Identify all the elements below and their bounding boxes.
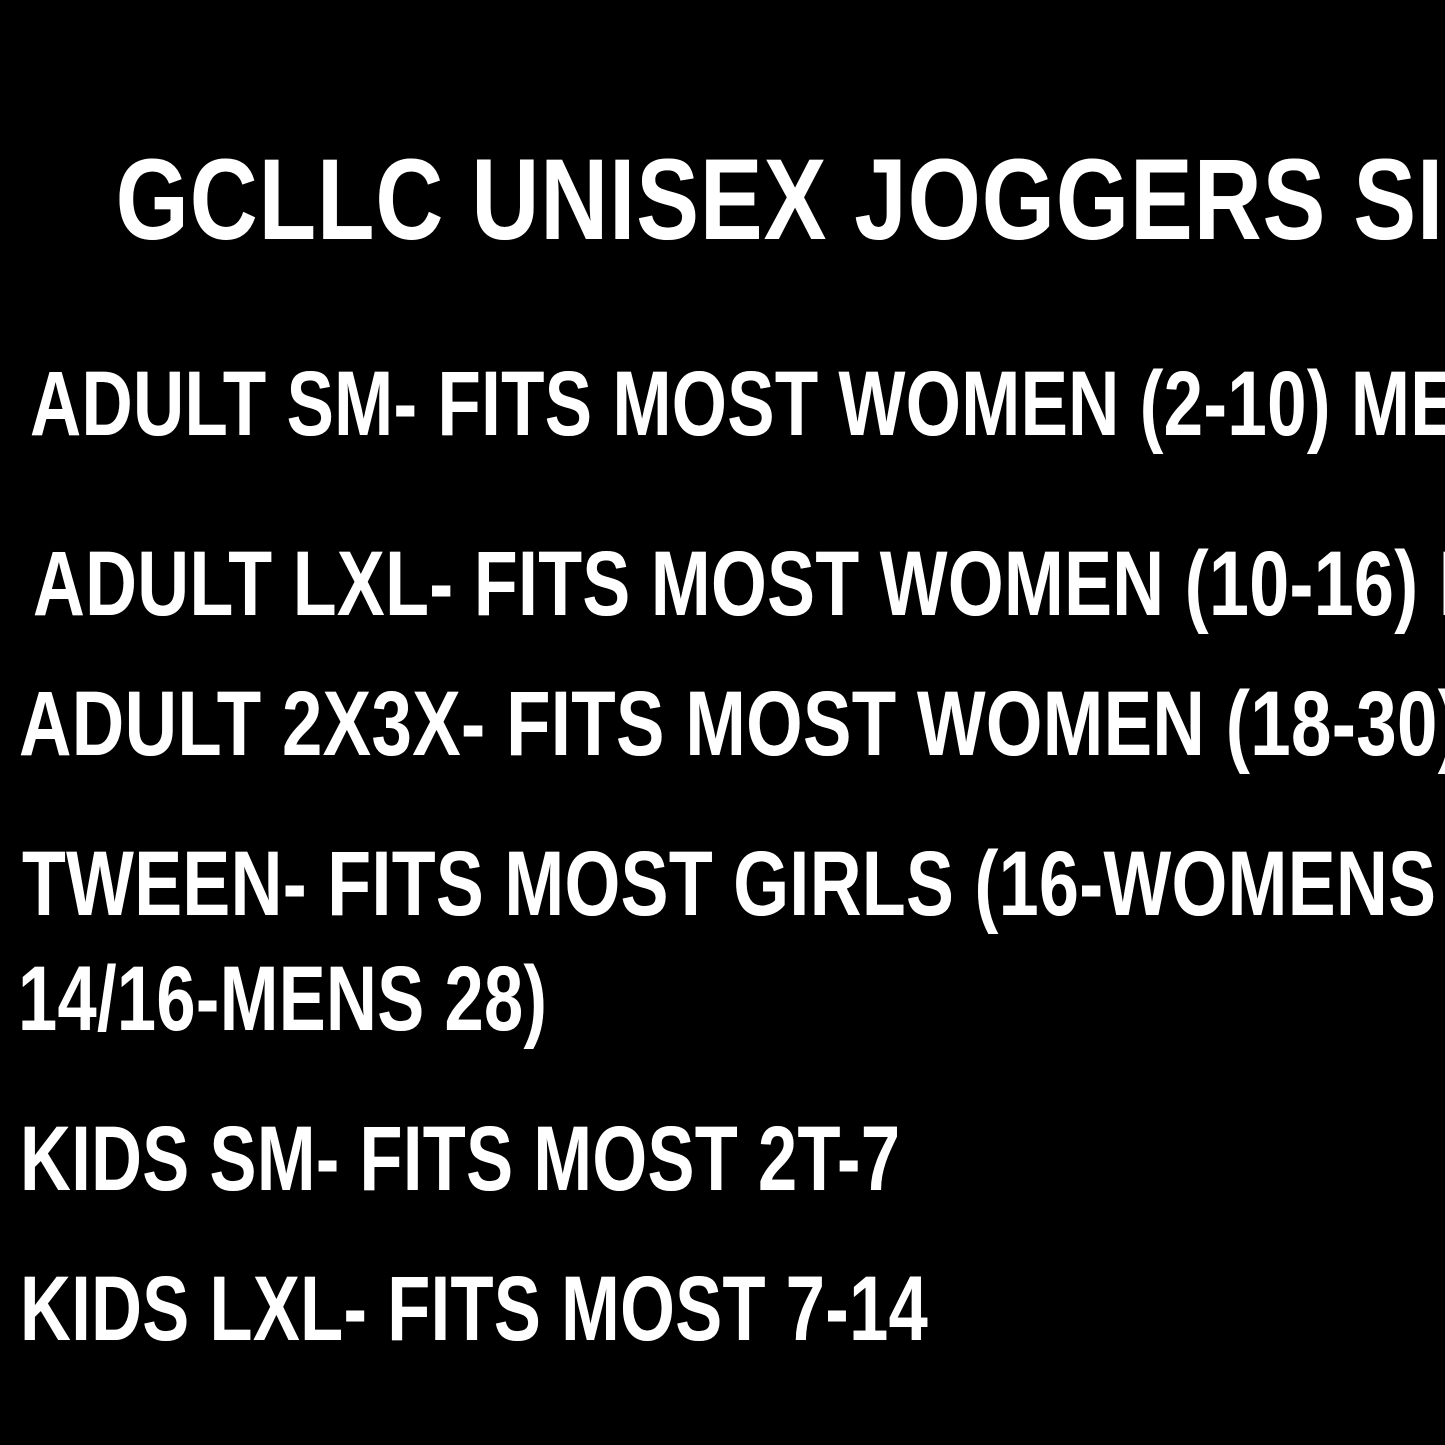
size-line-tween-part1: TWEEN- FITS MOST GIRLS (16-WOMENS 00-2) … — [22, 831, 1445, 935]
page-title: GCLLC UNISEX JOGGERS SIZE CHART — [115, 134, 1445, 264]
size-line-kids-lxl: KIDS LXL- FITS MOST 7-14 — [20, 1256, 929, 1360]
size-line-tween-part2: 14/16-MENS 28) — [18, 946, 548, 1050]
size-line-adult-lxl: ADULT LXL- FITS MOST WOMEN (10-16) MEN (… — [33, 531, 1445, 635]
size-line-kids-sm: KIDS SM- FITS MOST 2T-7 — [20, 1106, 901, 1210]
size-line-adult-2x3x: ADULT 2X3X- FITS MOST WOMEN (18-30) MEN … — [19, 671, 1445, 775]
size-line-adult-sm: ADULT SM- FITS MOST WOMEN (2-10) MEN (28… — [30, 351, 1445, 455]
